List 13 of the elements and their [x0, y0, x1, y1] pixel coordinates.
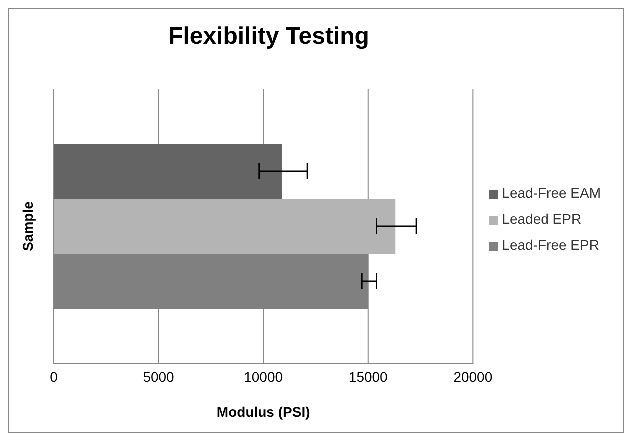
bar	[54, 144, 282, 199]
x-tick-label: 20000	[454, 368, 493, 385]
bar	[54, 199, 396, 254]
legend-label: Lead-Free EAM	[502, 185, 601, 201]
y-axis-title: Sample	[20, 201, 36, 252]
legend-label: Lead-Free EPR	[502, 237, 600, 253]
x-tick-label: 0	[50, 368, 58, 385]
legend-label: Leaded EPR	[502, 211, 582, 227]
x-axis-title: Modulus (PSI)	[216, 404, 310, 420]
chart-title: Flexibility Testing	[168, 23, 370, 51]
x-tick-label: 5000	[143, 368, 175, 385]
x-tick-label: 15000	[348, 368, 388, 385]
x-tick-label: 10000	[244, 368, 284, 385]
